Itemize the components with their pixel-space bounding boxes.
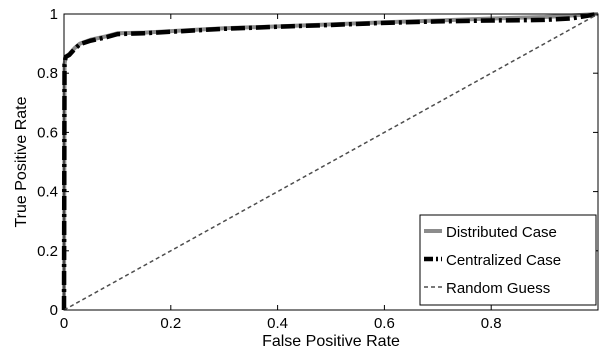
legend-box xyxy=(419,214,597,306)
x-axis-label: False Positive Rate xyxy=(262,333,400,350)
x-tick-label: 0.4 xyxy=(267,315,288,332)
x-tick-label: 0.6 xyxy=(374,315,395,332)
x-tick-label: 0 xyxy=(60,315,68,332)
legend-label: Random Guess xyxy=(446,280,550,297)
x-tick-label: 0.8 xyxy=(481,315,502,332)
y-tick-label: 0.4 xyxy=(37,184,58,201)
axes-frame xyxy=(63,13,599,311)
y-axis-label: True Positive Rate xyxy=(13,96,30,227)
legend-label: Distributed Case xyxy=(446,224,557,241)
y-tick-label: 0.6 xyxy=(37,124,58,141)
plot-marks xyxy=(61,11,599,311)
y-tick-label: 0.8 xyxy=(37,65,58,82)
x-tick-label: 0.2 xyxy=(160,315,181,332)
random-guess-line xyxy=(63,13,599,311)
legend: Distributed Case Centralized Case Random G… xyxy=(419,214,597,306)
y-tick-label: 1 xyxy=(50,6,58,23)
centralized-case-line xyxy=(61,11,599,311)
y-tick-label: 0.2 xyxy=(37,243,58,260)
axes: 0 0.2 0.4 0.6 0.8 0 0.2 0.4 0.6 0.8 1 xyxy=(37,6,599,332)
legend-label: Centralized Case xyxy=(446,252,561,269)
y-tick-label: 0 xyxy=(50,302,58,319)
